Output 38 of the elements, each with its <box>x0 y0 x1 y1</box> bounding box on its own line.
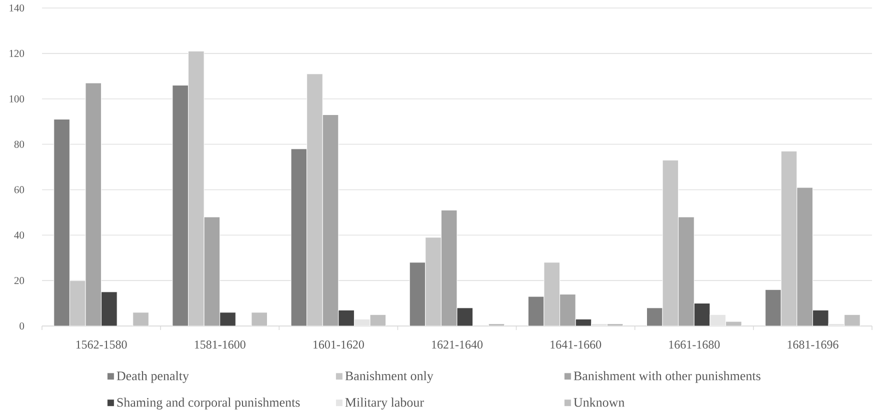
legend-label: Banishment only <box>345 371 434 383</box>
legend-label: Unknown <box>574 398 625 407</box>
x-tick-label: 1581-1600 <box>194 340 246 349</box>
x-tick-label: 1641-1660 <box>550 340 602 349</box>
y-tick-label: 0 <box>20 322 24 330</box>
x-tick-label: 1681-1696 <box>788 340 838 349</box>
bar <box>560 294 576 326</box>
y-tick-label: 60 <box>14 186 24 194</box>
y-tick-label: 140 <box>10 4 24 12</box>
bar <box>780 150 798 326</box>
bar <box>306 74 323 326</box>
bar <box>251 312 268 326</box>
bar <box>188 50 204 326</box>
x-tick-label: 1621-1640 <box>432 340 483 349</box>
legend-label: Death penalty <box>116 371 189 383</box>
legend-label: Military labour <box>345 398 424 410</box>
bar <box>796 187 813 326</box>
bar <box>69 280 86 326</box>
bar <box>132 312 149 326</box>
legend-label: Banishment with other punishments <box>574 371 760 383</box>
x-tick-label: 1562-1580 <box>76 340 127 349</box>
y-tick-label: 20 <box>14 277 24 284</box>
x-tick-label: 1661-1680 <box>669 340 720 349</box>
bar <box>440 210 458 326</box>
bar <box>425 237 442 326</box>
y-tick-label: 80 <box>14 140 24 148</box>
y-tick-label: 100 <box>10 95 24 102</box>
y-tick-label: 40 <box>14 232 24 239</box>
bar <box>322 114 339 326</box>
bar <box>85 82 102 326</box>
x-tick-label: 1601-1620 <box>313 340 364 349</box>
legend-label: Shaming and corporal punishments <box>117 398 300 410</box>
bar <box>844 314 860 326</box>
y-tick-label: 120 <box>10 50 24 57</box>
bar <box>204 216 220 326</box>
bar <box>662 160 679 326</box>
bar <box>544 262 560 326</box>
bar <box>678 216 694 326</box>
